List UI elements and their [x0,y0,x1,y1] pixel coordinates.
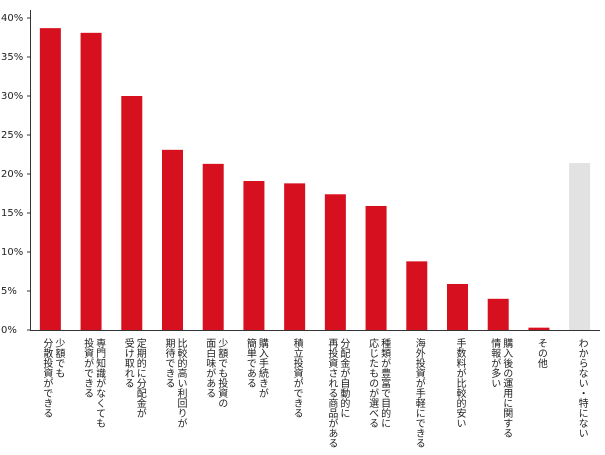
x-tick-label: 専門知識がなくても [94,338,106,428]
x-tick-label: 少額でも [53,338,65,378]
x-tick-label: 情報が多い [489,337,501,388]
bar [202,163,224,330]
y-tick-label: 5% [1,286,17,297]
y-tick-label: 10% [1,247,23,258]
x-tick-label: 海外投資が手軽にできる [413,337,425,448]
x-tick-label: 比較的高い利回りが [175,338,187,428]
x-tick-label: 投資ができる [82,337,94,398]
x-tick-label: わからない・特にない [576,338,588,438]
y-tick-label: 15% [1,208,23,219]
x-tick-label: 積立投資ができる [291,337,303,418]
x-tick-label: 購入手続きが [256,337,268,398]
x-tick-label: 定期的に分配金が [134,337,146,418]
bar [284,183,306,330]
x-tick-label: 受け取れる [122,338,134,388]
bar [324,194,346,330]
y-tick-label: 25% [1,130,23,141]
bar [569,163,591,330]
x-tick-label: 期待できる [163,338,175,388]
x-tick-label: 分散投資ができる [41,338,53,418]
x-tick-label: その他 [535,338,547,369]
x-tick-label: 面白味がある [204,338,216,398]
y-tick-label: 35% [1,52,23,63]
bar [80,32,102,330]
x-tick-label: 簡単である [244,337,256,388]
x-tick-label: 購入後の運用に関する [501,337,513,438]
bar [243,181,265,330]
y-tick-label: 20% [1,169,23,180]
x-tick-label: 分配金が自動的に [338,338,350,418]
bar [365,205,387,330]
y-tick-label: 40% [1,13,23,24]
bar [528,327,550,330]
x-tick-label: 少額でも投資の [216,338,228,408]
bar [406,261,428,330]
bar [487,298,509,330]
x-tick-label: 応じたものが選べる [367,337,379,428]
y-tick-label: 30% [1,91,23,102]
x-tick-label: 種類が豊富で目的に [379,337,391,428]
bar [447,283,468,330]
bar [121,96,143,330]
x-tick-label: 手数料が比較的安い [454,337,466,428]
y-tick-label: 0% [1,325,17,336]
bar [39,28,61,330]
bar [162,149,183,330]
x-tick-label: 再投資される商品がある [326,338,338,448]
